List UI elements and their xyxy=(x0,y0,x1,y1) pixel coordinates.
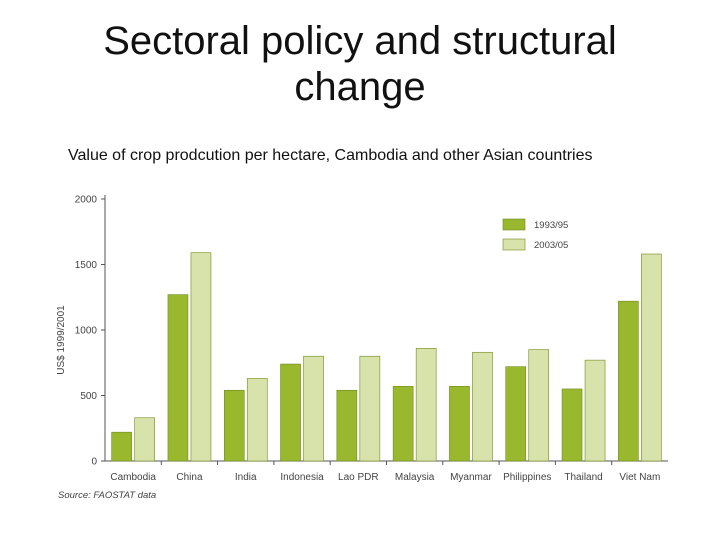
y-tick-label: 500 xyxy=(80,391,97,402)
bar-1993-95-thailand xyxy=(561,388,583,462)
legend: 1993/95 2003/05 xyxy=(502,218,568,251)
x-tick-label: Thailand xyxy=(564,472,602,483)
x-tick-label: Philippines xyxy=(503,472,551,483)
x-tick-label: India xyxy=(235,472,257,483)
y-axis-label: US$ 1999/2001 xyxy=(56,305,67,375)
bar-2003-05-china xyxy=(190,252,212,462)
legend-label: 1993/95 xyxy=(534,220,568,231)
bar-2003-05-cambodia xyxy=(134,417,155,462)
bar-1993-95-myanmar xyxy=(449,386,470,462)
y-tick-label: 2000 xyxy=(75,195,98,206)
x-tick-label: Cambodia xyxy=(110,472,156,483)
bar-2003-05-thailand xyxy=(584,359,606,462)
bar-2003-05-viet-nam xyxy=(641,253,662,462)
bars-group xyxy=(111,252,662,462)
bar-2003-05-malaysia xyxy=(415,348,437,462)
bar-1993-95-cambodia xyxy=(111,431,132,462)
x-tick-label: Indonesia xyxy=(280,472,324,483)
legend-swatch xyxy=(502,218,526,231)
slide-title-line-1: Sectoral policy and structural xyxy=(103,19,617,63)
chart-axes xyxy=(104,195,668,462)
legend-label: 2003/05 xyxy=(534,240,568,251)
y-tick-label: 1500 xyxy=(75,260,98,271)
bar-2003-05-myanmar xyxy=(472,351,493,462)
slide-title-line-2: change xyxy=(294,65,426,109)
bar-1993-95-china xyxy=(167,294,189,462)
source-note: Source: FAOSTAT data xyxy=(58,490,156,501)
bar-1993-95-malaysia xyxy=(392,386,414,462)
bar-1993-95-india xyxy=(223,389,245,462)
x-tick-label: Viet Nam xyxy=(619,472,660,483)
bar-1993-95-viet-nam xyxy=(618,300,639,462)
chart-subtitle: Value of crop prodcution per hectare, Ca… xyxy=(68,147,593,164)
x-tick-label: Lao PDR xyxy=(338,472,379,483)
bar-1993-95-indonesia xyxy=(280,363,301,462)
y-axis-ticks: 0 500 1000 1500 2000 xyxy=(75,195,105,468)
bar-2003-05-india xyxy=(246,378,268,462)
y-tick-label: 0 xyxy=(91,457,97,468)
x-tick-label: China xyxy=(176,472,203,483)
slide-title: Sectoral policy and structural change xyxy=(0,18,720,110)
legend-swatch xyxy=(502,238,526,251)
bar-2003-05-lao-pdr xyxy=(359,355,381,462)
bar-2003-05-philippines xyxy=(528,349,550,462)
bar-1993-95-lao-pdr xyxy=(336,389,358,462)
y-tick-label: 1000 xyxy=(75,326,98,337)
bar-2003-05-indonesia xyxy=(303,355,324,462)
bar-1993-95-philippines xyxy=(505,366,527,462)
x-tick-label: Malaysia xyxy=(395,472,435,483)
x-tick-label: Myanmar xyxy=(450,472,492,483)
x-axis-ticks: Cambodia China India Indonesia Lao PDR Malays… xyxy=(110,461,660,483)
